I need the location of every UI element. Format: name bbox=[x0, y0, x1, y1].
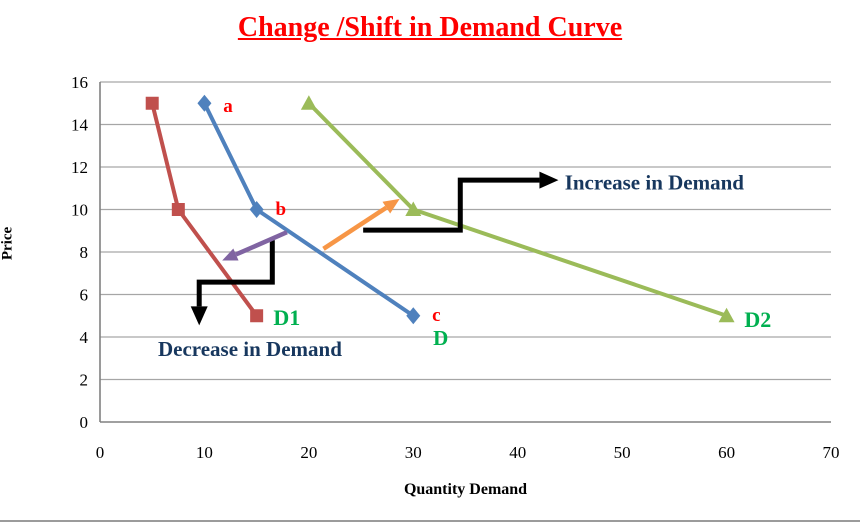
x-tick-label-10: 10 bbox=[196, 443, 213, 462]
y-tick-label-2: 2 bbox=[80, 370, 89, 389]
y-tick-label-0: 0 bbox=[80, 413, 89, 432]
window-bottom-edge bbox=[0, 520, 860, 522]
series-D-marker-1 bbox=[249, 201, 264, 218]
y-tick-label-14: 14 bbox=[71, 115, 89, 134]
y-tick-label-10: 10 bbox=[71, 200, 88, 219]
annotation-decrease: Decrease in Demand bbox=[158, 337, 342, 361]
series-D1-marker-1 bbox=[171, 203, 185, 216]
increase-elbow-arrow-line bbox=[363, 177, 540, 233]
increase-elbow-arrow-head bbox=[539, 171, 559, 189]
chart-title: Change /Shift in Demand Curve bbox=[237, 12, 623, 43]
series-D2-marker-2 bbox=[718, 307, 735, 323]
y-axis-title: Price bbox=[0, 226, 16, 261]
annotation-increase: Increase in Demand bbox=[565, 170, 745, 194]
y-tick-label-6: 6 bbox=[80, 285, 89, 304]
x-axis-title: Quantity Demand bbox=[403, 481, 528, 498]
x-tick-label-20: 20 bbox=[300, 443, 317, 462]
shift-right-arrow-head bbox=[382, 198, 400, 214]
x-tick-label-30: 30 bbox=[405, 443, 422, 462]
series-D-marker-0 bbox=[197, 94, 212, 112]
series-D1-marker-0 bbox=[145, 96, 159, 110]
decrease-elbow-arrow-head bbox=[190, 306, 208, 326]
series-D2-marker-1 bbox=[405, 201, 422, 216]
x-tick-label-70: 70 bbox=[823, 443, 840, 462]
label-c: c bbox=[432, 305, 440, 326]
x-tick-label-40: 40 bbox=[509, 443, 526, 462]
label-d2: D2 bbox=[744, 307, 771, 332]
series-D1-marker-2 bbox=[250, 309, 264, 323]
label-d: D bbox=[433, 326, 448, 350]
series-D2-marker-0 bbox=[300, 95, 317, 110]
y-tick-label-4: 4 bbox=[80, 328, 89, 347]
y-tick-label-12: 12 bbox=[71, 158, 88, 177]
y-tick-label-16: 16 bbox=[71, 73, 88, 92]
decrease-elbow-arrow-line bbox=[196, 240, 275, 307]
x-tick-label-0: 0 bbox=[96, 443, 105, 462]
series-D-marker-2 bbox=[406, 307, 421, 325]
label-b: b bbox=[275, 199, 286, 220]
y-tick-label-8: 8 bbox=[80, 243, 89, 262]
shift-left-arrow-line bbox=[235, 230, 288, 257]
x-tick-label-60: 60 bbox=[718, 443, 735, 462]
shift-right-arrow-line bbox=[322, 205, 388, 251]
shift-left-arrow-head bbox=[222, 248, 239, 261]
x-tick-label-50: 50 bbox=[614, 443, 631, 462]
label-d1: D1 bbox=[273, 305, 300, 330]
label-a: a bbox=[223, 96, 233, 117]
